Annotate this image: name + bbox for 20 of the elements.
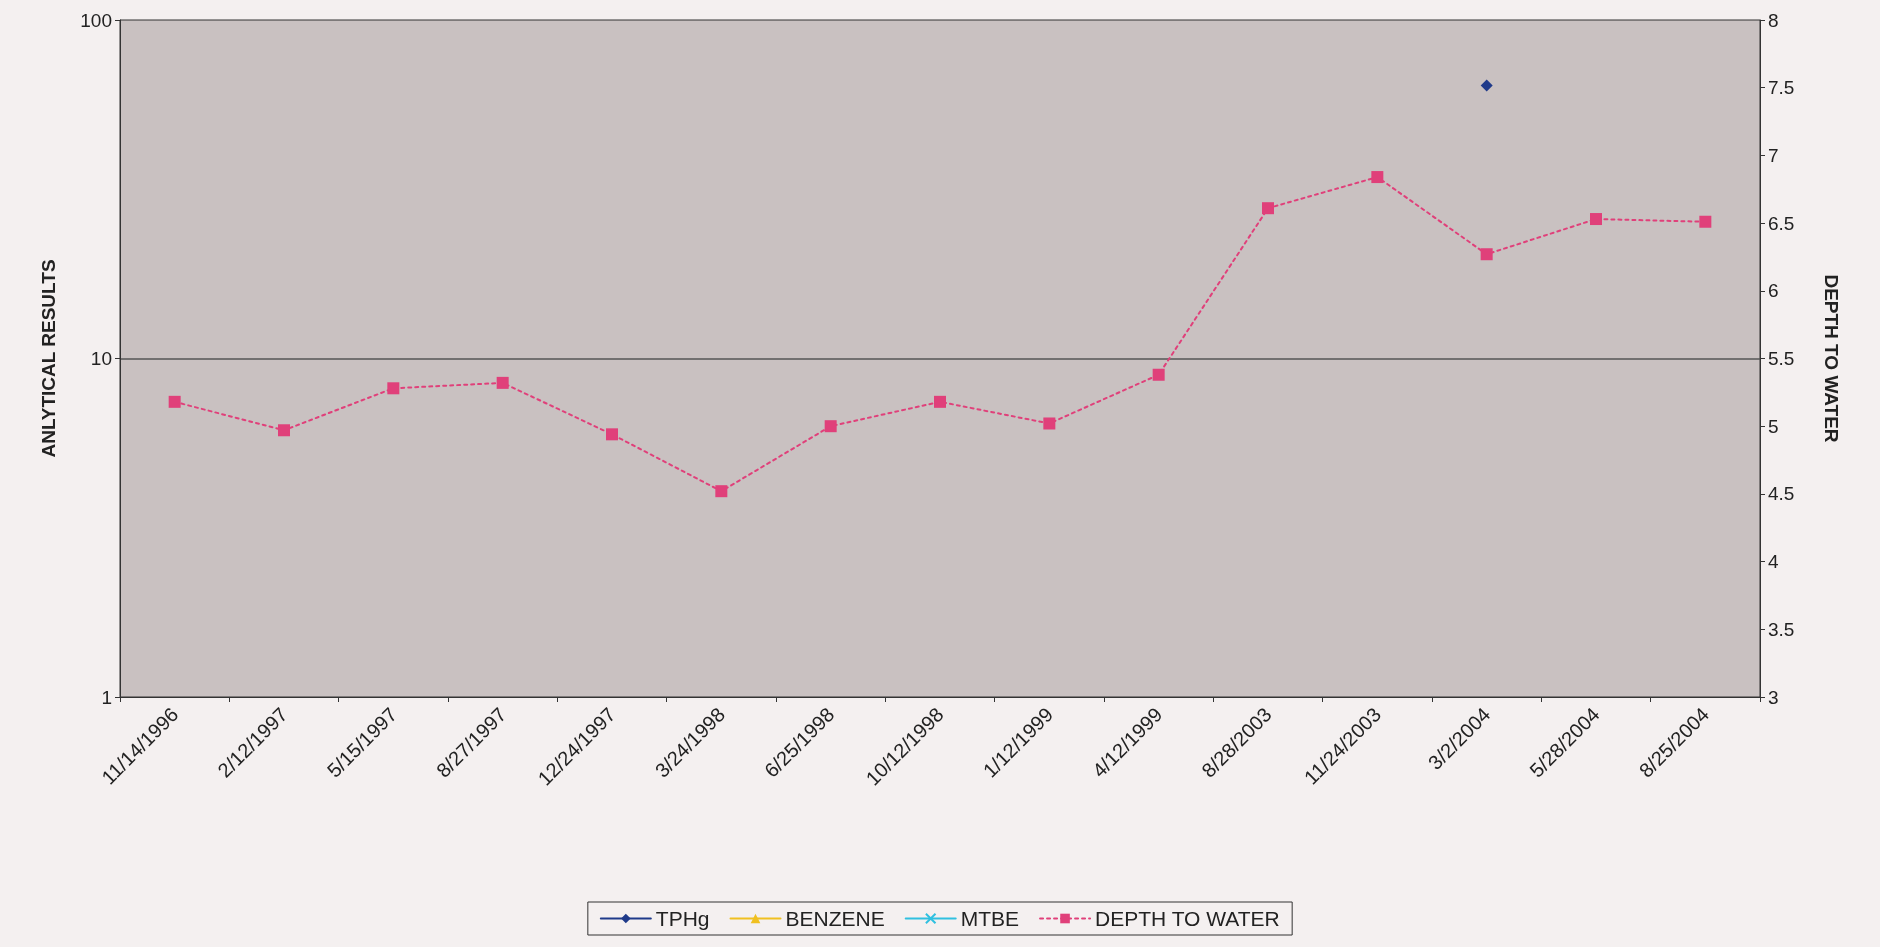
- y-tick-label: 10: [90, 348, 112, 369]
- legend-label: BENZENE: [785, 907, 885, 930]
- y2-tick-label: 4.5: [1768, 483, 1795, 505]
- y2-tick-label: 6.5: [1768, 212, 1795, 234]
- y2-tick-label: 4: [1768, 551, 1779, 573]
- y2-tick-label: 8: [1768, 9, 1779, 31]
- y-tick-label: 100: [80, 9, 112, 31]
- y2-axis-title: DEPTH TO WATER: [1821, 274, 1842, 443]
- y2-tick-label: 3.5: [1768, 618, 1795, 640]
- y2-tick-label: 3: [1768, 686, 1779, 708]
- y-tick-label: 1: [101, 686, 112, 708]
- y2-tick-label: 6: [1768, 280, 1779, 302]
- legend-label: TPHg: [655, 907, 710, 930]
- legend-label: MTBE: [960, 907, 1020, 930]
- y2-tick-label: 5.5: [1768, 348, 1795, 369]
- y2-tick-label: 5: [1768, 415, 1779, 437]
- y2-tick-label: 7.5: [1768, 77, 1795, 99]
- y2-tick-label: 7: [1768, 144, 1779, 166]
- legend-label: DEPTH TO WATER: [1095, 907, 1280, 930]
- y-axis-title: ANLYTICAL RESULTS: [38, 259, 59, 458]
